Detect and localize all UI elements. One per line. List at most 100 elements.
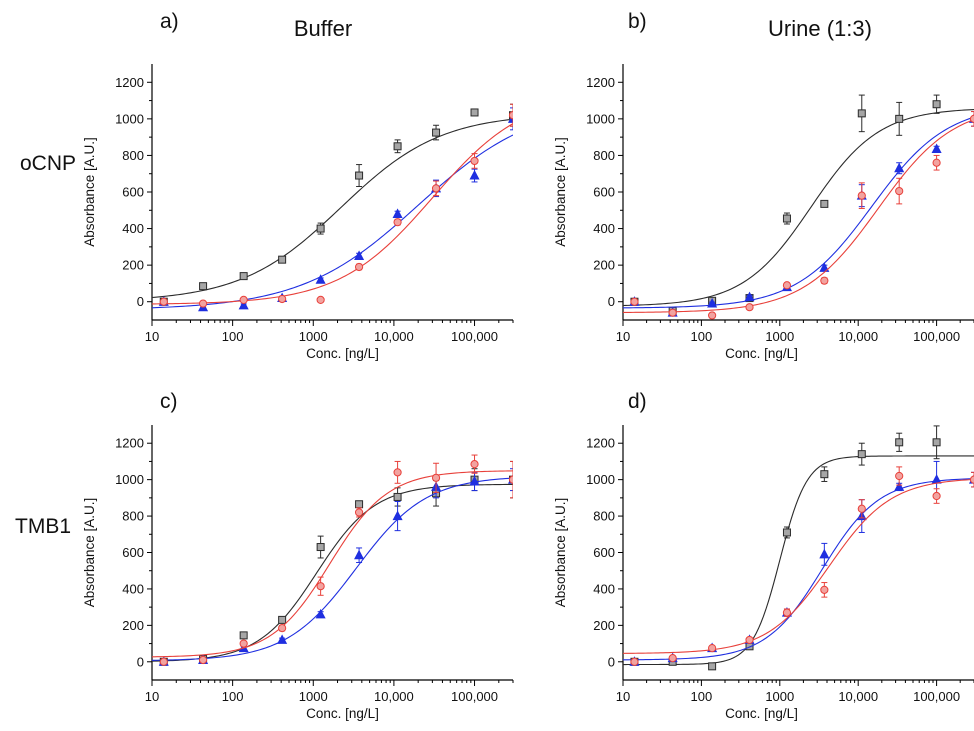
data-point-triangle: [354, 549, 365, 560]
data-point-triangle: [354, 250, 365, 260]
data-point-circle: [782, 608, 792, 617]
data-point-circle: [470, 460, 479, 469]
data-point-triangle: [894, 162, 905, 173]
y-tick-label: 400: [122, 221, 144, 236]
data-point-square: [932, 438, 941, 447]
data-point-circle: [198, 299, 208, 308]
data-point-square: [895, 114, 904, 123]
data-point-square: [239, 272, 248, 281]
data-point-square: [199, 282, 208, 291]
x-tick-label: 1000: [299, 689, 328, 704]
data-point-square: [355, 500, 364, 509]
data-point-triangle: [894, 481, 905, 491]
data-point-circle: [431, 184, 441, 193]
x-axis-label: Conc. [ng/L]: [306, 706, 379, 721]
data-point-circle: [708, 644, 717, 653]
y-tick-label: 1200: [115, 75, 144, 90]
data-point-circle: [668, 654, 677, 663]
row-label-tmb1: TMB1: [15, 515, 71, 538]
data-point-square: [393, 492, 402, 501]
data-point-circle: [820, 276, 829, 285]
data-point-circle: [159, 657, 168, 666]
data-point-circle: [932, 491, 941, 501]
fit-curve-black: [152, 483, 513, 662]
data-point-circle: [431, 473, 441, 482]
y-tick-label: 200: [122, 258, 144, 273]
data-point-square: [782, 214, 791, 223]
data-point-square: [278, 255, 287, 264]
y-tick-label: 800: [593, 509, 615, 524]
data-point-triangle: [819, 548, 830, 559]
y-tick-label: 600: [593, 545, 615, 560]
data-point-triangle: [469, 475, 480, 486]
data-point-circle: [630, 657, 639, 666]
data-point-circle: [630, 297, 639, 306]
panel-a: a) 0 200 400 600 800 1000 1200 10 100 1000 10,000 10…: [82, 10, 514, 361]
data-point-square: [316, 224, 325, 233]
y-tick-label: 0: [137, 654, 144, 669]
x-axis-label: Conc. [ng/L]: [725, 706, 798, 721]
data-point-triangle: [931, 474, 942, 484]
x-tick-label: 1000: [299, 329, 328, 344]
fit-curve-red: [152, 123, 513, 305]
y-tick-label: 600: [122, 545, 144, 560]
x-tick-label: 10: [145, 689, 159, 704]
plot-area: [623, 425, 974, 671]
data-point-circle: [508, 111, 513, 120]
data-point-circle: [354, 262, 364, 272]
data-point-square: [432, 128, 441, 137]
data-point-square: [393, 142, 402, 151]
data-point-square: [857, 450, 866, 459]
data-point-circle: [393, 468, 402, 477]
x-axis-label: Conc. [ng/L]: [725, 346, 798, 361]
y-tick-label: 1000: [586, 111, 615, 126]
data-point-square: [782, 528, 791, 537]
plot-area: [623, 94, 974, 320]
y-tick-label: 200: [593, 258, 615, 273]
x-tick-label: 100: [691, 329, 713, 344]
fit-curve-red: [623, 119, 974, 313]
data-point-square: [932, 100, 941, 109]
data-point-triangle: [931, 143, 942, 154]
fit-curve-black: [623, 108, 974, 307]
data-point-circle: [895, 186, 904, 196]
panel-label: c): [160, 390, 178, 413]
data-point-triangle: [819, 262, 830, 272]
data-point-circle: [239, 295, 248, 304]
x-tick-label: 10,000: [374, 329, 414, 344]
x-tick-label: 10: [616, 329, 630, 344]
y-tick-label: 800: [122, 148, 144, 163]
data-point-square: [820, 470, 829, 479]
y-tick-label: 0: [608, 294, 615, 309]
data-point-circle: [969, 114, 974, 123]
data-point-circle: [857, 191, 866, 200]
x-tick-label: 10: [145, 329, 159, 344]
panel-label: d): [628, 390, 647, 413]
fit-curve-red: [623, 478, 974, 654]
data-point-circle: [198, 655, 208, 665]
y-tick-label: 600: [122, 185, 144, 200]
y-axis-label: Absorbance [A.U.]: [82, 137, 97, 247]
x-tick-label: 10,000: [838, 329, 878, 344]
y-tick-label: 1200: [586, 75, 615, 90]
y-tick-label: 200: [122, 618, 144, 633]
data-point-circle: [316, 582, 325, 591]
x-tick-label: 100,000: [913, 329, 960, 344]
y-tick-label: 800: [593, 148, 615, 163]
data-point-square: [895, 438, 904, 447]
y-axis-label: Absorbance [A.U.]: [553, 498, 568, 608]
data-point-circle: [782, 281, 792, 290]
data-point-triangle: [744, 291, 755, 302]
data-point-circle: [316, 295, 325, 304]
data-point-square: [355, 171, 364, 180]
panel-c: c) 0 200 400 600 800 1000 1200 10 100 1000 10,000 10…: [82, 390, 514, 721]
y-tick-label: 400: [593, 221, 615, 236]
x-tick-label: 10,000: [838, 689, 878, 704]
x-tick-label: 10: [616, 689, 630, 704]
data-point-circle: [895, 471, 904, 481]
fit-curve-black: [623, 455, 974, 666]
data-point-triangle: [277, 634, 288, 644]
data-point-square: [857, 109, 866, 118]
y-tick-label: 400: [593, 581, 615, 596]
